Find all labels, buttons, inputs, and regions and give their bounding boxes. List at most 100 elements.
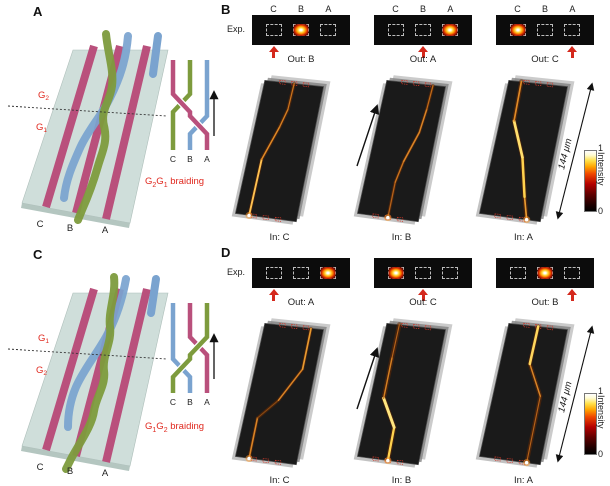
output-light-spot	[510, 24, 526, 36]
wg-label-c: C	[37, 462, 44, 473]
in-label: In: B	[391, 232, 412, 243]
waveguide-port-box	[564, 267, 581, 279]
output-facet-image	[374, 258, 472, 288]
braid-diagram-c: C B A	[169, 303, 219, 407]
braiding-caption-a: G2G1 braiding	[145, 176, 205, 189]
green-braiding-strand	[62, 273, 119, 473]
waveguide-port-box	[265, 267, 282, 279]
braid-strand-green	[170, 303, 210, 393]
wg-label-a: A	[102, 225, 109, 236]
output-facet-image	[496, 258, 594, 288]
intensity-colorbar	[584, 150, 597, 212]
waveguide-schematic-a: G2 G1 C B A	[7, 30, 169, 236]
wg-label-a: A	[102, 468, 109, 479]
colorbar-min: 0	[598, 206, 604, 216]
out-label: Out: B	[531, 297, 559, 308]
braid-diagram-a: C B A	[169, 60, 219, 164]
trial-b-in-b: C B A Out: A In: B	[347, 0, 473, 243]
green-braiding-strand	[74, 30, 117, 224]
wg-label-b: B	[67, 466, 73, 477]
input-port-arrow	[418, 289, 428, 301]
input-port-arrow	[418, 46, 428, 58]
output-light-spot	[293, 24, 309, 36]
column-labels: C B A	[374, 4, 472, 14]
waveguide-port-box	[293, 267, 309, 279]
in-label: In: A	[513, 232, 533, 243]
trial-d-in-b: Out: C In: B	[347, 243, 473, 486]
panel-d: D Exp. Out: A In: C	[220, 243, 610, 486]
out-label: Out: C	[409, 297, 437, 308]
panel-a-letter: A	[33, 4, 43, 19]
waveguide-port-box	[564, 24, 581, 36]
panel-c-letter: C	[33, 247, 43, 262]
blue-stub	[149, 32, 162, 78]
trial-d-in-a: Out: B In: A	[469, 243, 595, 486]
propagation-image	[353, 75, 453, 225]
panel-a: A G2 G1 C B A C B A	[0, 0, 220, 243]
exp-label: Exp.	[227, 267, 246, 277]
wg-label-b: B	[67, 223, 73, 234]
waveguide-a-pink	[102, 288, 151, 463]
column-label-c: C	[392, 4, 399, 14]
trial-d-in-c: Out: A In: C	[225, 243, 351, 486]
propagation-direction-arrow	[356, 347, 380, 410]
scale-arrow: 144 μm	[555, 325, 595, 463]
waveguide-port-box	[537, 24, 553, 36]
colorbar-title: Intensity	[596, 395, 606, 429]
blue-braiding-strand	[64, 275, 130, 431]
column-label-a: A	[569, 4, 576, 14]
braid-label-c: C	[170, 154, 176, 164]
input-port-arrow	[567, 46, 578, 58]
exp-label: Exp.	[227, 24, 246, 34]
output-facet-image	[374, 15, 472, 45]
braiding-caption-c: G1G2 braiding	[145, 421, 205, 434]
wg-label-c: C	[37, 219, 44, 230]
column-label-c: C	[514, 4, 521, 14]
panel-c: C G1 G2 C B A C B A	[0, 243, 220, 486]
propagation-image	[475, 318, 575, 468]
waveguide-port-box	[442, 267, 459, 279]
braid-label-b: B	[187, 397, 193, 407]
waveguide-port-box	[387, 24, 404, 36]
waveguide-c-pink	[42, 287, 98, 452]
braid-label-a: A	[204, 397, 210, 407]
waveguide-c-pink	[42, 44, 98, 209]
propagation-image	[475, 75, 575, 225]
intensity-colorbar	[584, 393, 597, 455]
braid-label-b: B	[187, 154, 193, 164]
gate-bottom-label: G1	[36, 122, 47, 134]
blue-stub	[147, 275, 160, 317]
output-facet-zone	[496, 247, 594, 305]
output-facet-zone	[374, 247, 472, 305]
braid-label-a: A	[204, 154, 210, 164]
waveguide-port-box	[320, 24, 337, 36]
out-label: Out: A	[287, 297, 315, 308]
output-facet-image	[252, 15, 350, 45]
out-label: Out: A	[409, 54, 437, 65]
waveguide-a-pink	[102, 45, 151, 220]
output-facet-image	[252, 258, 350, 288]
waveguide-port-box	[265, 24, 282, 36]
propagation-image	[231, 75, 331, 225]
colorbar-max: 1	[598, 386, 604, 396]
braid-label-c: C	[170, 397, 176, 407]
panel-d-letter: D	[221, 245, 231, 260]
output-light-spot	[388, 267, 404, 279]
output-facet-zone	[252, 247, 350, 305]
output-light-spot	[537, 267, 553, 279]
input-port-arrow	[268, 46, 279, 58]
in-label: In: C	[269, 475, 290, 486]
output-light-spot	[320, 267, 336, 279]
waveguide-port-box	[415, 24, 431, 36]
waveguide-schematic-c: G1 G2 C B A	[7, 273, 169, 479]
braid-strand-pink	[170, 60, 210, 150]
blue-braiding-strand	[60, 32, 132, 202]
scale-arrow: 144 μm	[555, 82, 595, 220]
propagation-image	[231, 318, 331, 468]
column-labels: C B A	[496, 4, 594, 14]
output-facet-image	[496, 15, 594, 45]
in-label: In: A	[513, 475, 533, 486]
propagation-image	[353, 318, 453, 468]
output-facet-zone: C B A	[496, 4, 594, 62]
